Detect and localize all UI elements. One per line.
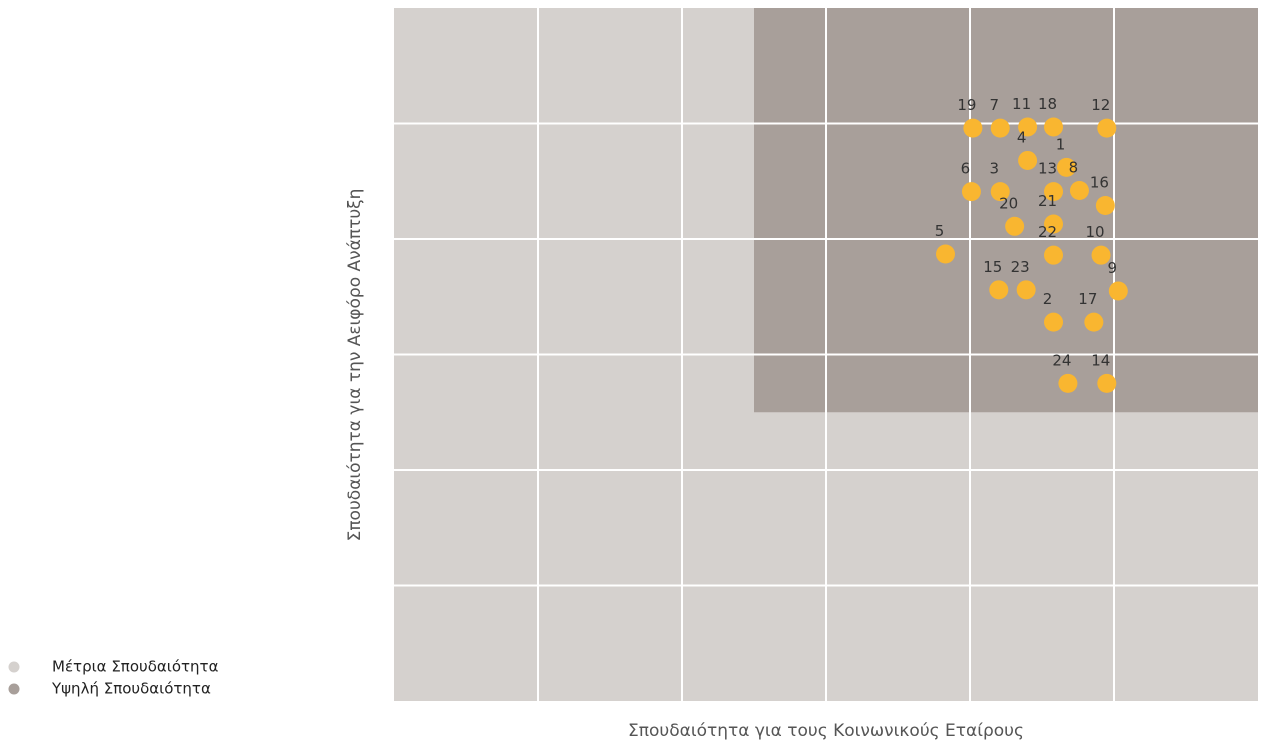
point-label: 7 bbox=[989, 96, 999, 114]
y-axis-label: Σπουδαιότητα για την Αειφόρο Ανάπτυξη bbox=[345, 189, 365, 542]
point-label: 18 bbox=[1038, 95, 1057, 113]
point bbox=[989, 280, 1009, 300]
point bbox=[1018, 150, 1038, 170]
legend-text: Υψηλή Σπουδαιότητα bbox=[51, 680, 211, 698]
point-label: 22 bbox=[1038, 223, 1057, 241]
point-label: 4 bbox=[1017, 128, 1027, 146]
point-label: 5 bbox=[935, 222, 945, 240]
point bbox=[1005, 216, 1025, 236]
region bbox=[754, 8, 1258, 413]
point-label: 14 bbox=[1091, 351, 1110, 369]
point bbox=[1044, 312, 1064, 332]
point bbox=[1091, 245, 1111, 265]
point bbox=[961, 182, 981, 202]
x-axis-label: Σπουδαιότητα για τους Κοινωνικούς Εταίρο… bbox=[628, 721, 1024, 741]
point bbox=[963, 118, 983, 138]
point bbox=[1108, 281, 1128, 301]
point bbox=[990, 118, 1010, 138]
point-label: 1 bbox=[1056, 135, 1066, 153]
point bbox=[1069, 180, 1089, 200]
point bbox=[1084, 312, 1104, 332]
legend-swatch bbox=[8, 661, 20, 673]
point bbox=[1018, 117, 1038, 137]
point-label: 12 bbox=[1091, 96, 1110, 114]
legend-text: Μέτρια Σπουδαιότητα bbox=[52, 658, 219, 676]
point bbox=[936, 244, 956, 264]
point bbox=[1044, 117, 1064, 137]
point-label: 9 bbox=[1108, 259, 1118, 277]
point-label: 3 bbox=[989, 160, 999, 178]
point-label: 17 bbox=[1078, 290, 1097, 308]
point bbox=[1056, 157, 1076, 177]
point bbox=[1097, 118, 1117, 138]
point-label: 20 bbox=[999, 194, 1018, 212]
point bbox=[1016, 280, 1036, 300]
point bbox=[990, 182, 1010, 202]
point-label: 23 bbox=[1011, 258, 1030, 276]
point bbox=[1097, 373, 1117, 393]
point bbox=[1058, 373, 1078, 393]
legend-swatch bbox=[8, 683, 20, 695]
point-label: 19 bbox=[957, 96, 976, 114]
point-label: 10 bbox=[1085, 223, 1104, 241]
point-label: 15 bbox=[983, 258, 1002, 276]
point-label: 2 bbox=[1043, 290, 1053, 308]
point-label: 6 bbox=[961, 160, 971, 178]
point bbox=[1044, 245, 1064, 265]
point-label: 8 bbox=[1069, 158, 1079, 176]
point-label: 13 bbox=[1038, 160, 1057, 178]
point bbox=[1095, 196, 1115, 216]
point-label: 11 bbox=[1012, 95, 1031, 113]
point-label: 21 bbox=[1038, 192, 1057, 210]
point-label: 16 bbox=[1090, 174, 1109, 192]
point bbox=[1044, 182, 1064, 202]
point bbox=[1044, 214, 1064, 234]
point-label: 24 bbox=[1052, 351, 1071, 369]
